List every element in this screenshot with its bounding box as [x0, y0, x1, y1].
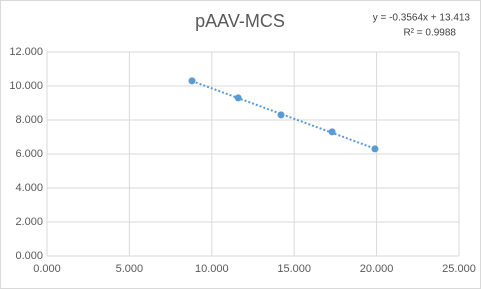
y-tick-label: 0.000	[15, 250, 43, 262]
data-point	[234, 94, 242, 102]
y-tick-label: 12.000	[9, 46, 43, 58]
r-squared: R² = 0.9988	[403, 28, 456, 39]
x-tick-label: 25.000	[442, 263, 476, 275]
data-point	[328, 128, 336, 136]
data-point	[277, 111, 285, 119]
trendline-equation: y = -0.3564x + 13.413	[373, 13, 471, 24]
x-tick-label: 0.000	[33, 263, 61, 275]
x-tick-label: 15.000	[277, 263, 311, 275]
data-point	[188, 77, 196, 85]
y-tick-label: 10.000	[9, 80, 43, 92]
x-tick-label: 10.000	[195, 263, 229, 275]
x-tick-label: 20.000	[360, 263, 394, 275]
y-tick-label: 4.000	[15, 182, 43, 194]
y-tick-label: 6.000	[15, 148, 43, 160]
y-tick-label: 2.000	[15, 216, 43, 228]
data-point	[371, 145, 379, 153]
chart-title: pAAV-MCS	[195, 11, 285, 31]
y-tick-label: 8.000	[15, 114, 43, 126]
x-tick-label: 5.000	[116, 263, 144, 275]
